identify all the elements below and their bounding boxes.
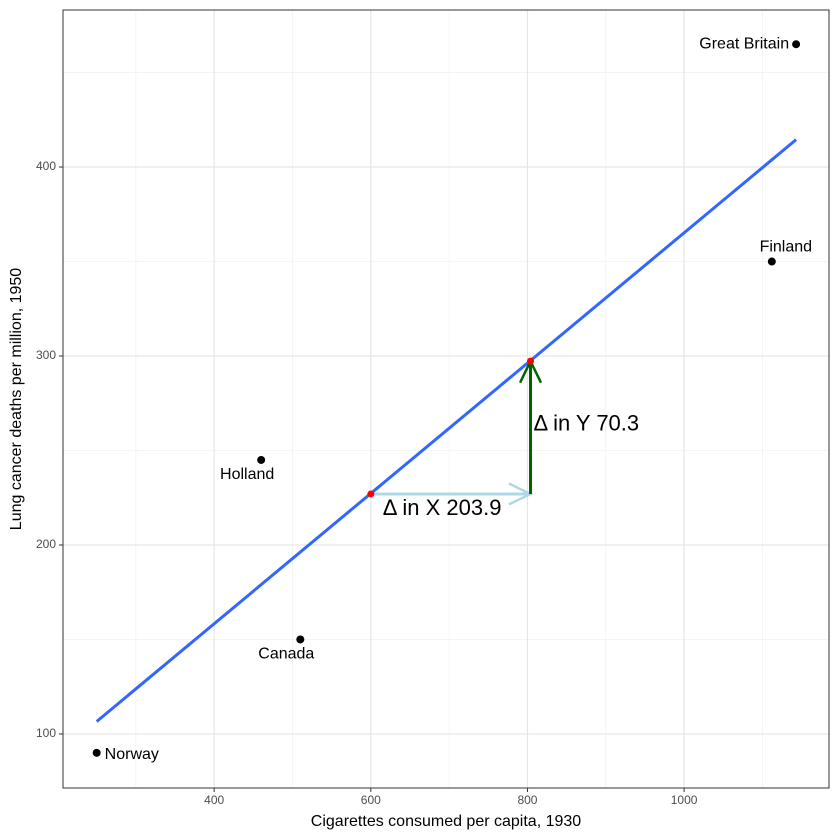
point-label: Norway xyxy=(105,746,159,763)
anchor-point xyxy=(527,357,535,365)
x-tick-label: 1000 xyxy=(671,793,698,807)
point-label: Finland xyxy=(760,239,812,256)
x-axis-title: Cigarettes consumed per capita, 1930 xyxy=(311,813,581,830)
x-tick-label: 600 xyxy=(361,793,381,807)
panel-border xyxy=(62,9,830,789)
y-tick-label: 100 xyxy=(36,726,56,740)
point xyxy=(767,257,776,266)
point xyxy=(296,635,305,644)
y-axis-title: Lung cancer deaths per million, 1950 xyxy=(8,268,25,530)
point-label: Canada xyxy=(258,646,314,663)
point-label: Great Britain xyxy=(699,35,789,52)
y-tick-label: 400 xyxy=(36,159,56,173)
fit-line xyxy=(95,138,798,723)
point xyxy=(257,455,266,464)
arrow-head xyxy=(508,482,534,506)
y-tick-label: 300 xyxy=(36,348,56,362)
x-tick-label: 800 xyxy=(517,793,537,807)
x-tick-label: 400 xyxy=(204,793,224,807)
point xyxy=(92,748,101,757)
point-label: Holland xyxy=(220,466,274,483)
y-tick-label: 200 xyxy=(36,537,56,551)
annotation-label: Δ in Y 70.3 xyxy=(534,410,640,435)
annotation-label: Δ in X 203.9 xyxy=(383,495,502,520)
anchor-point xyxy=(367,490,375,498)
point xyxy=(792,40,801,49)
